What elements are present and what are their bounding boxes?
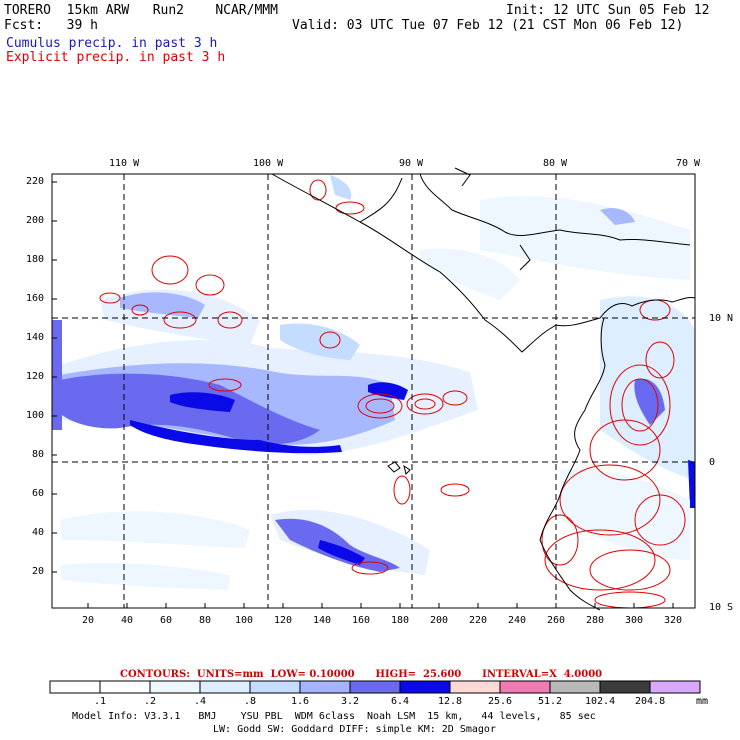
explicit-legend: Explicit precip. in past 3 h	[6, 50, 226, 65]
x-tick-label: 40	[121, 615, 134, 626]
cumulus-precip-shading	[52, 175, 695, 590]
colorbar	[49, 680, 701, 694]
y-tick-label: 160	[26, 293, 45, 304]
lon-label: 90 W	[399, 158, 424, 169]
x-tick-label: 260	[547, 615, 566, 626]
plot-frame	[51, 173, 696, 609]
colorbar-label: 6.4	[391, 696, 410, 707]
x-tick-label: 320	[664, 615, 683, 626]
colorbar-label: .4	[194, 696, 207, 707]
latlon-grid	[52, 174, 695, 608]
x-tick-label: 280	[586, 615, 605, 626]
model-title: TORERO 15km ARW Run2 NCAR/MMM	[4, 3, 278, 18]
coastlines	[271, 167, 696, 611]
lon-label: 100 W	[253, 158, 284, 169]
y-tick-label: 120	[26, 371, 45, 382]
x-tick-label: 140	[313, 615, 332, 626]
colorbar-label: 102.4	[585, 696, 616, 707]
valid-time: Valid: 03 UTC Tue 07 Feb 12 (21 CST Mon …	[292, 18, 684, 33]
x-tick-label: 180	[391, 615, 410, 626]
x-tick-label: 100	[235, 615, 254, 626]
cumulus-legend: Cumulus precip. in past 3 h	[6, 36, 218, 51]
axis-ticks	[52, 181, 674, 608]
x-tick-label: 200	[430, 615, 449, 626]
lat-label: 10 N	[709, 313, 734, 324]
x-tick-label: 60	[160, 615, 173, 626]
x-tick-label: 240	[508, 615, 527, 626]
lat-label: 10 S	[709, 602, 734, 613]
forecast-hour: Fcst: 39 h	[4, 18, 98, 33]
colorbar-label: 12.8	[438, 696, 463, 707]
colorbar-unit: mm	[696, 696, 709, 707]
y-tick-label: 40	[32, 527, 45, 538]
x-tick-label: 160	[352, 615, 371, 626]
init-time: Init: 12 UTC Sun 05 Feb 12	[506, 3, 710, 18]
colorbar-label: .1	[94, 696, 107, 707]
lon-label: 70 W	[676, 158, 701, 169]
lat-label: 0	[709, 457, 716, 468]
colorbar-label: .8	[244, 696, 257, 707]
y-tick-label: 100	[26, 410, 45, 421]
x-tick-label: 120	[274, 615, 293, 626]
colorbar-label: 25.6	[488, 696, 513, 707]
explicit-precip-contours	[99, 179, 686, 609]
x-tick-label: 300	[625, 615, 644, 626]
colorbar-label: .2	[144, 696, 157, 707]
y-tick-label: 180	[26, 254, 45, 265]
lon-label: 80 W	[543, 158, 568, 169]
colorbar-label: 51.2	[538, 696, 563, 707]
colorbar-label: 204.8	[635, 696, 666, 707]
contour-info: CONTOURS: UNITS=mm LOW= 0.10000 HIGH= 25…	[120, 669, 603, 680]
y-tick-label: 20	[32, 566, 45, 577]
x-tick-label: 20	[82, 615, 95, 626]
y-tick-label: 200	[26, 215, 45, 226]
y-tick-label: 80	[32, 449, 45, 460]
physics-info: LW: Godd SW: Goddard DIFF: simple KM: 2D…	[213, 724, 496, 735]
y-tick-label: 140	[26, 332, 45, 343]
model-info: Model Info: V3.3.1 BMJ YSU PBL WDM 6clas…	[72, 711, 596, 722]
colorbar-label: 3.2	[341, 696, 360, 707]
x-tick-label: 220	[469, 615, 488, 626]
x-tick-label: 80	[199, 615, 212, 626]
y-tick-label: 220	[26, 176, 45, 187]
y-tick-label: 60	[32, 488, 45, 499]
colorbar-label: 1.6	[291, 696, 310, 707]
lon-label: 110 W	[109, 158, 140, 169]
